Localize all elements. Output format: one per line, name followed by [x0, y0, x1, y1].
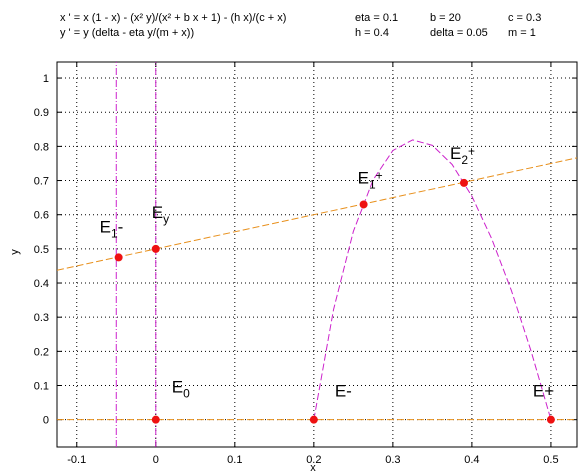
- plot-frame: [56, 61, 578, 448]
- label-base: E+: [533, 382, 554, 401]
- point-label: E0: [172, 378, 190, 401]
- equilibrium-point: [151, 415, 160, 424]
- x-tick-label: -0.1: [67, 454, 86, 466]
- x-tick-label: 0: [153, 454, 159, 466]
- parameter: m = 1: [508, 27, 536, 39]
- y-tick-label: 0.4: [34, 278, 49, 290]
- label-sub: 2: [461, 153, 468, 167]
- point-label: E1+: [358, 168, 383, 191]
- y-tick-label: 0.6: [34, 210, 49, 222]
- point-label: E-: [335, 382, 352, 401]
- label-base: E: [358, 168, 369, 187]
- label-base: E: [152, 203, 163, 222]
- parameter: eta = 0.1: [355, 12, 398, 24]
- x-tick-label: 0.3: [385, 454, 400, 466]
- label-base: E: [172, 378, 183, 397]
- x-tick-label: 0.4: [464, 454, 479, 466]
- parameter: h = 0.4: [355, 27, 389, 39]
- equilibrium-point: [546, 415, 555, 424]
- label-tail: -: [118, 217, 124, 236]
- x-axis-label: x: [310, 462, 316, 474]
- label-sub: y: [163, 212, 169, 226]
- equilibrium-point: [459, 178, 468, 187]
- x-tick-label: 0.2: [306, 454, 321, 466]
- y-tick-label: 0.3: [34, 312, 49, 324]
- equation: x ' = x (1 - x) - (x² y)/(x² + b x + 1) …: [60, 12, 286, 24]
- y-tick-label: 0.2: [34, 346, 49, 358]
- y-axis-label: y: [9, 249, 21, 255]
- y-tick-label: 0.5: [34, 244, 49, 256]
- equation: y ' = y (delta - eta y/(m + x)): [60, 27, 194, 39]
- equilibrium-point: [151, 244, 160, 253]
- y-tick-label: 0.1: [34, 381, 49, 393]
- label-base: E: [450, 144, 461, 163]
- y-tick-label: 1: [43, 73, 49, 85]
- label-sub: 0: [183, 387, 190, 401]
- parameter: c = 0.3: [508, 12, 541, 24]
- point-label: Ey: [152, 203, 169, 226]
- label-base: E: [100, 217, 111, 236]
- equilibrium-point: [309, 415, 318, 424]
- point-label: E1-: [100, 217, 124, 240]
- x-tick-label: 0.1: [227, 454, 242, 466]
- nullcline: [57, 157, 577, 271]
- y-tick-label: 0.8: [34, 141, 49, 153]
- parameter: b = 20: [430, 12, 461, 24]
- label-tail: +: [376, 168, 383, 182]
- label-tail: +: [468, 144, 475, 158]
- label-base: E-: [335, 382, 352, 401]
- parameter: delta = 0.05: [430, 27, 488, 39]
- y-tick-label: 0.7: [34, 176, 49, 188]
- x-tick-label: 0.5: [543, 454, 558, 466]
- y-tick-label: 0: [43, 415, 49, 427]
- equilibrium-point: [114, 253, 123, 262]
- label-sub: 1: [111, 226, 118, 240]
- nullcline: [313, 139, 552, 420]
- label-sub: 1: [369, 177, 376, 191]
- point-label: E+: [533, 382, 554, 401]
- y-tick-label: 0.9: [34, 107, 49, 119]
- point-label: E2+: [450, 144, 475, 167]
- equilibrium-point: [359, 200, 368, 209]
